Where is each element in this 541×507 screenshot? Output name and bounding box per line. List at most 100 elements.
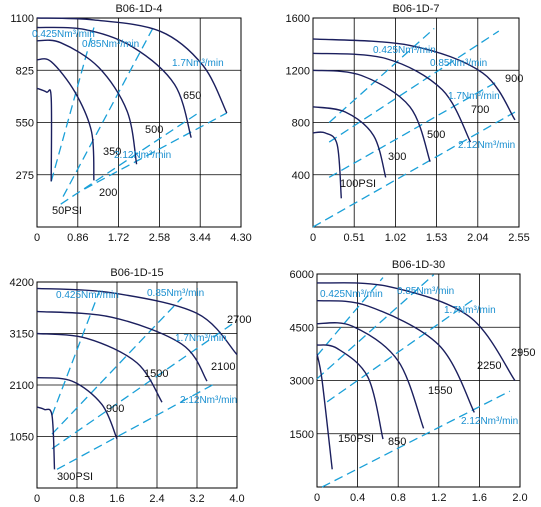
x-tick-label: 0 (34, 493, 40, 502)
flow-label: 2.12Nm³/min (461, 416, 518, 427)
flow-label: 1.7Nm³/min (448, 91, 500, 102)
pressure-curve (316, 344, 384, 440)
curve-label: 850 (388, 436, 406, 448)
y-tick-label: 275 (16, 170, 34, 182)
x-tick-label: 0.86 (67, 232, 88, 244)
y-tick-label: 2100 (10, 380, 34, 392)
chart-title: B06-1D-7 (392, 3, 439, 15)
flow-line (51, 323, 233, 450)
y-tick-label: 1100 (10, 13, 34, 25)
y-tick-label: 3000 (290, 376, 314, 388)
curve-label: 500 (145, 124, 163, 136)
x-tick-label: 1.2 (431, 492, 446, 502)
pressure-curve (36, 406, 56, 470)
pressure-curve (312, 131, 342, 199)
curve-label: 350 (103, 146, 121, 158)
x-tick-label: 1.6 (109, 493, 124, 502)
x-tick-label: 3.44 (189, 232, 210, 244)
plot-frame (36, 17, 242, 228)
curve-label: 200 (99, 187, 117, 199)
pressure-curve (312, 106, 387, 178)
flow-label: 0.85Nm³/min (147, 288, 204, 299)
flow-line (51, 290, 101, 416)
pressure-curve (312, 52, 472, 143)
y-tick-label: 400 (292, 170, 310, 182)
curve-label: 2100 (211, 361, 235, 373)
pressure-curve (36, 87, 53, 182)
curve-label: 700 (471, 104, 489, 116)
flow-line (321, 390, 511, 488)
y-tick-label: 800 (292, 118, 310, 130)
curve-label: 100PSI (340, 178, 376, 190)
flow-line (326, 298, 475, 403)
curve-label: 2700 (227, 314, 251, 326)
plot-frame (312, 17, 520, 228)
pressure-curve (36, 287, 238, 356)
flow-label: 1.7Nm³/min (444, 305, 496, 316)
curve-label: 300 (388, 151, 406, 163)
flow-line (316, 277, 384, 357)
flow-label: 2.12Nm³/min (458, 140, 515, 151)
x-tick-label: 0.51 (343, 232, 364, 244)
pressure-curve (312, 69, 431, 162)
y-tick-label: 1050 (10, 432, 34, 444)
flow-line (328, 27, 435, 123)
curve-label: 650 (183, 90, 201, 102)
pressure-curve (36, 17, 228, 114)
curve-label: 2250 (477, 360, 501, 372)
curve-label: 50PSI (52, 205, 82, 217)
flow-label: 0.425Nm³/min (320, 289, 383, 300)
x-tick-label: 0.8 (69, 493, 84, 502)
x-tick-label: 4.30 (230, 232, 251, 244)
curve-label: 150PSI (338, 433, 374, 445)
flow-label: 0.425Nm³/min (56, 290, 119, 301)
pressure-curve (36, 332, 163, 403)
x-tick-label: 0.8 (391, 492, 406, 502)
curve-label: 1550 (428, 385, 452, 397)
flow-label: 1.7Nm³/min (175, 333, 227, 344)
flow-line (312, 111, 516, 228)
pressure-curve (36, 376, 118, 440)
curve-label: 900 (505, 73, 523, 85)
x-tick-label: 3.2 (189, 493, 204, 502)
x-tick-label: 1.02 (385, 232, 406, 244)
flow-label: 0.85Nm³/min (430, 58, 487, 69)
flow-line (328, 80, 500, 178)
flow-label: 0.425Nm³/min (32, 29, 95, 40)
flow-label: 0.85Nm³/min (397, 286, 454, 297)
curve-label: 300PSI (57, 471, 93, 483)
x-tick-label: 1.6 (472, 492, 487, 502)
pressure-curve (36, 26, 192, 138)
x-tick-label: 2.58 (149, 232, 170, 244)
chart-title: B06-1D-4 (115, 3, 162, 15)
pressure-curve (316, 322, 425, 429)
x-tick-label: 1.53 (426, 232, 447, 244)
curve-label: 500 (427, 129, 445, 141)
curve-label: 1500 (144, 368, 168, 380)
pressure-curve (36, 58, 95, 181)
flow-label: 1.7Nm³/min (172, 58, 224, 69)
y-tick-label: 4200 (10, 277, 34, 289)
flow-line (51, 297, 183, 435)
flow-line (328, 30, 500, 143)
x-tick-label: 0 (310, 232, 316, 244)
y-tick-label: 1200 (286, 65, 310, 77)
plot-frame (316, 273, 521, 488)
x-tick-label: 1.72 (108, 232, 129, 244)
x-tick-label: 0 (314, 492, 320, 502)
x-tick-label: 2.04 (467, 232, 488, 244)
pressure-curve (316, 353, 333, 470)
chart-title: B06-1D-30 (392, 259, 445, 271)
pressure-curve (312, 38, 516, 121)
x-tick-label: 0.4 (350, 492, 365, 502)
flow-label: 0.425Nm³/min (373, 45, 436, 56)
curve-label: 2950 (511, 347, 535, 359)
plot-frame (36, 281, 238, 489)
y-tick-label: 4500 (290, 322, 314, 334)
flow-line (316, 274, 435, 380)
pressure-curve (316, 299, 475, 413)
x-tick-label: 2.4 (149, 493, 164, 502)
flow-label: 2.12Nm³/min (180, 395, 237, 406)
flow-line (84, 112, 228, 190)
